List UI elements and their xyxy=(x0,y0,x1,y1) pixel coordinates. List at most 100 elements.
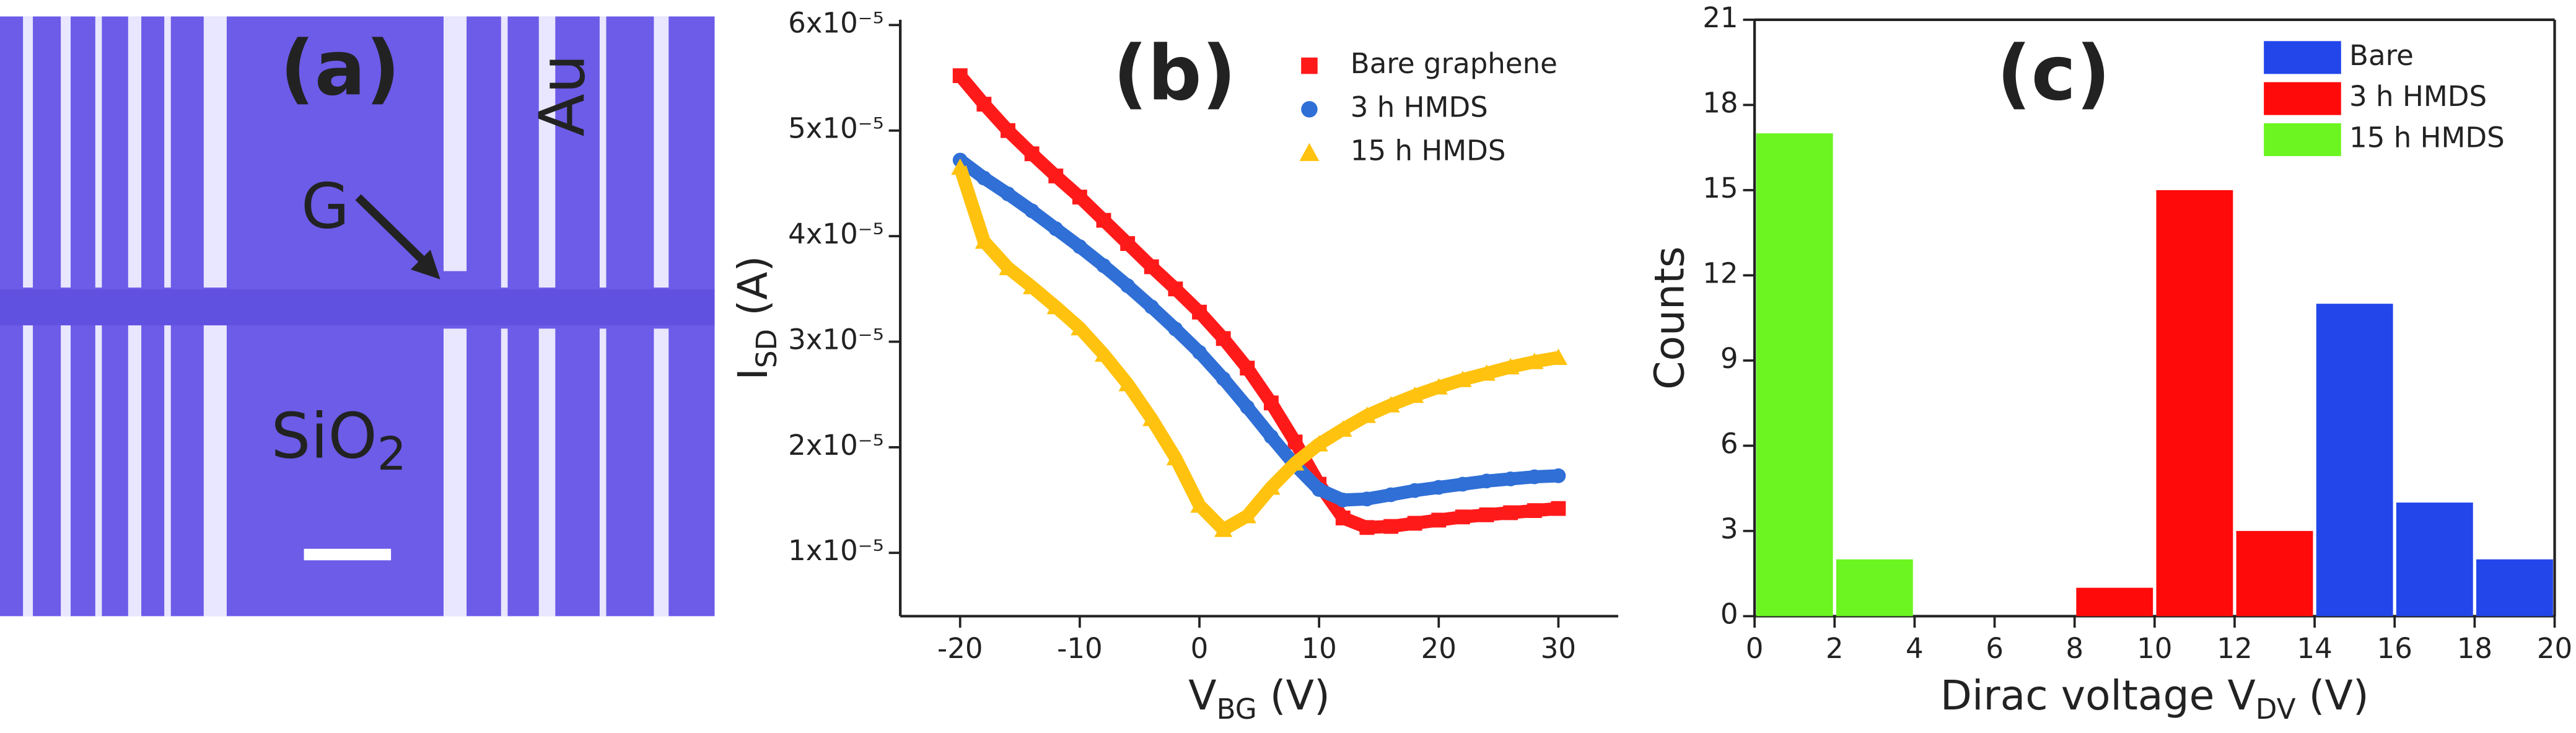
marker xyxy=(999,258,1017,276)
x-tick-label: 0 xyxy=(1191,632,1209,665)
marker xyxy=(975,232,993,249)
marker xyxy=(1301,57,1318,74)
marker xyxy=(1527,469,1542,485)
marker xyxy=(1503,505,1518,520)
x-tick-label: 20 xyxy=(1421,632,1457,665)
marker xyxy=(1479,473,1494,489)
y-tick-label: 9 xyxy=(1720,342,1738,375)
x-axis-label: Dirac voltage VDV (V) xyxy=(1940,671,2369,726)
marker xyxy=(1310,435,1328,452)
bar xyxy=(2396,503,2473,617)
marker xyxy=(1551,468,1566,483)
marker xyxy=(1192,345,1207,360)
marker xyxy=(1118,375,1137,392)
marker xyxy=(1431,480,1447,495)
arrow-head xyxy=(410,250,440,279)
au-label: Au xyxy=(526,54,599,136)
y-tick-label: 4x10⁻⁵ xyxy=(788,217,884,250)
x-tick-label: 16 xyxy=(2377,632,2412,665)
y-tick-label: 3x10⁻⁵ xyxy=(788,323,884,356)
legend-label: 15 h HMDS xyxy=(1351,134,1506,167)
marker xyxy=(1094,345,1113,362)
marker xyxy=(1407,483,1422,498)
legend-label: Bare graphene xyxy=(1351,47,1557,80)
marker xyxy=(1144,299,1159,315)
x-tick-label: 20 xyxy=(2537,632,2572,665)
y-tick-label: 18 xyxy=(1702,86,1738,119)
x-tick-label: 4 xyxy=(1906,632,1924,665)
x-tick-label: 0 xyxy=(1746,632,1764,665)
y-tick-label: 2x10⁻⁵ xyxy=(788,429,884,462)
marker xyxy=(1501,358,1520,375)
bar xyxy=(2316,304,2393,617)
x-tick-label: 30 xyxy=(1541,632,1576,665)
electrode-gaps xyxy=(23,16,669,617)
y-axis-label-part: SD xyxy=(750,329,783,368)
bar xyxy=(2156,190,2233,617)
panel-label: (a) xyxy=(280,25,400,113)
marker xyxy=(1192,304,1207,320)
x-axis-label-part: (V) xyxy=(1257,671,1330,719)
sio2-subscript: 2 xyxy=(377,427,406,481)
sio2-label: SiO2 xyxy=(271,400,407,481)
marker xyxy=(1359,520,1375,535)
y-axis-label-part: (A) xyxy=(729,256,777,329)
x-tick-label: 8 xyxy=(2066,632,2083,665)
legend-label: 15 h HMDS xyxy=(2349,121,2505,154)
legend-swatch xyxy=(2264,41,2341,74)
arrow xyxy=(355,194,434,271)
marker xyxy=(1455,476,1470,492)
marker xyxy=(1551,501,1566,516)
y-tick-label: 6 xyxy=(1720,427,1738,460)
marker xyxy=(1048,221,1064,237)
marker xyxy=(1525,353,1544,369)
marker xyxy=(1046,297,1065,315)
marker xyxy=(1359,491,1375,507)
x-tick-label: 10 xyxy=(1301,632,1336,665)
marker xyxy=(1479,507,1494,522)
y-axis-label: Counts xyxy=(1645,246,1694,389)
y-tick-label: 3 xyxy=(1720,512,1738,545)
marker xyxy=(976,97,992,112)
graphene-channel xyxy=(0,289,715,326)
legend-swatch xyxy=(2264,82,2341,115)
legend-label: 3 h HMDS xyxy=(1351,90,1488,123)
marker xyxy=(1120,236,1136,251)
bar xyxy=(1836,559,1913,617)
marker xyxy=(1168,281,1183,297)
y-axis-label-part: I xyxy=(729,368,777,380)
marker xyxy=(1142,410,1161,426)
marker xyxy=(1312,482,1327,497)
marker xyxy=(1072,239,1087,255)
x-tick-label: 2 xyxy=(1826,632,1844,665)
marker xyxy=(1120,278,1136,294)
marker xyxy=(1477,364,1496,381)
y-tick-label: 12 xyxy=(1702,257,1738,289)
marker xyxy=(1216,331,1231,346)
bar xyxy=(1756,133,1833,617)
marker xyxy=(1238,507,1256,524)
marker xyxy=(1334,420,1352,437)
x-axis-label: VBG (V) xyxy=(1188,671,1330,726)
g-label: G xyxy=(301,169,349,242)
marker xyxy=(1335,511,1351,525)
legend-swatch xyxy=(2264,123,2341,156)
x-tick-label: 6 xyxy=(1986,632,2004,665)
panel-label: (c) xyxy=(1997,29,2111,117)
marker xyxy=(1096,213,1111,228)
marker xyxy=(1357,406,1377,423)
y-tick-label: 15 xyxy=(1702,172,1738,204)
marker xyxy=(1301,101,1318,118)
marker xyxy=(976,170,992,186)
marker xyxy=(1527,503,1542,519)
marker xyxy=(1262,478,1281,495)
legend-label: 3 h HMDS xyxy=(2349,80,2487,113)
marker xyxy=(1001,187,1015,201)
marker xyxy=(1072,190,1087,204)
x-axis-label-part: BG xyxy=(1217,693,1257,726)
marker xyxy=(1429,378,1448,395)
sio2-text: SiO xyxy=(271,400,377,473)
marker xyxy=(1240,361,1255,375)
marker xyxy=(1048,169,1064,183)
